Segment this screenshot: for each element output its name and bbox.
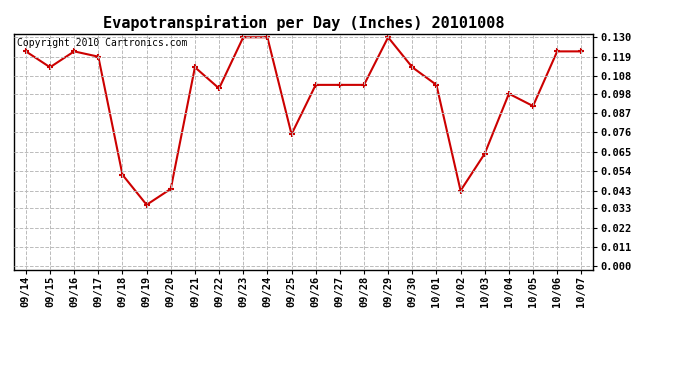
Title: Evapotranspiration per Day (Inches) 20101008: Evapotranspiration per Day (Inches) 2010… (103, 15, 504, 31)
Text: Copyright 2010 Cartronics.com: Copyright 2010 Cartronics.com (17, 39, 187, 48)
